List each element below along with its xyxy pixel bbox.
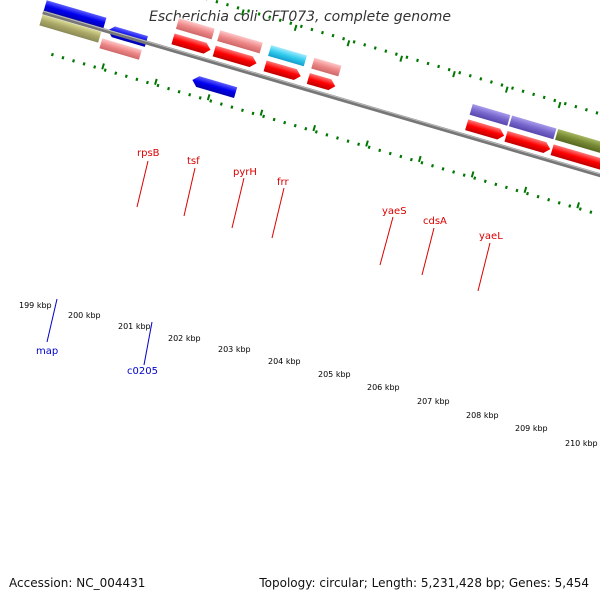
backbone-highlight (43, 10, 600, 209)
gene-label-pyrH[interactable]: pyrH (233, 167, 257, 178)
forward-cds-row (170, 32, 600, 176)
tick-label: 208 kbp (466, 411, 499, 420)
map-title: Escherichia coli CFT073, complete genome (149, 9, 451, 25)
tick-label: 200 kbp (68, 311, 101, 320)
accession-text: Accession: NC_004431 (9, 576, 146, 590)
forward-cds[interactable] (170, 32, 213, 56)
gene-tsf[interactable] (216, 29, 264, 55)
gene-yaeL[interactable] (554, 128, 600, 162)
tick-label: 199 kbp (19, 301, 52, 310)
tick-label: 202 kbp (168, 334, 201, 343)
inner-major-ticks (101, 63, 580, 209)
gene-label-map[interactable]: map (36, 346, 58, 357)
forward-cds[interactable] (503, 129, 552, 155)
gene-label-cdsA[interactable]: cdsA (423, 216, 447, 227)
gene-cdsA[interactable] (507, 114, 558, 141)
tick-label: 210 kbp (565, 439, 598, 448)
reverse-row-upper (174, 17, 600, 162)
outer-major-ticks (188, 0, 562, 109)
gene-label-frr[interactable]: frr (277, 177, 289, 188)
left-genes (38, 0, 239, 99)
gene-yaeS[interactable] (468, 103, 512, 127)
gene-label-yaeS[interactable]: yaeS (382, 206, 407, 217)
forward-cds[interactable] (464, 118, 507, 142)
gene-label-tsf[interactable]: tsf (187, 156, 200, 167)
gene-label-rpsB[interactable]: rpsB (137, 148, 160, 159)
tick-label: 204 kbp (268, 357, 301, 366)
tick-label: 206 kbp (367, 383, 400, 392)
gene-label-yaeL[interactable]: yaeL (479, 231, 503, 242)
gene-rpsB[interactable] (174, 17, 216, 41)
gene-frr[interactable] (310, 56, 343, 78)
forward-cds[interactable] (262, 59, 303, 82)
tick-label: 201 kbp (118, 322, 151, 331)
khaki-feature[interactable] (38, 13, 103, 44)
tick-label: 209 kbp (515, 424, 548, 433)
pink-feature[interactable] (98, 37, 143, 61)
tick-label: 205 kbp (318, 370, 351, 379)
genome-backbone (42, 10, 600, 211)
topology-text: Topology: circular; Length: 5,231,428 bp… (259, 576, 589, 590)
tick-label: 203 kbp (218, 345, 251, 354)
gene-label-c0205[interactable]: c0205 (127, 366, 158, 377)
forward-cds[interactable] (211, 44, 259, 69)
gene-pyrH[interactable] (267, 44, 308, 68)
forward-cds[interactable] (305, 72, 337, 93)
tick-label: 207 kbp (417, 397, 450, 406)
forward-cds[interactable] (549, 143, 600, 176)
gene-c0205[interactable] (190, 74, 239, 99)
